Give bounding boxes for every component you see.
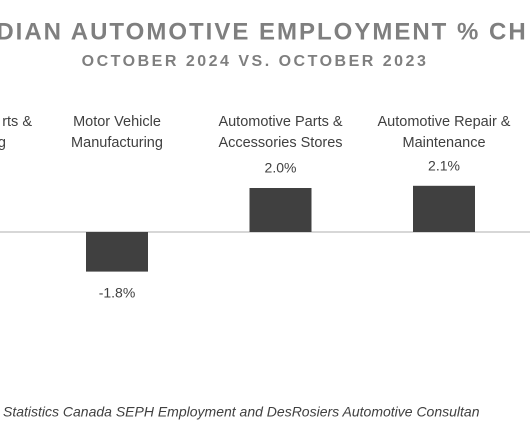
value-label: -1.8% [99, 284, 136, 300]
label-line: Automotive Repair & [378, 114, 511, 130]
chart-subtitle: OCTOBER 2024 VS. OCTOBER 2023 [82, 53, 429, 70]
bar [249, 188, 312, 232]
label-line: Accessories Stores [218, 135, 342, 151]
label-line: Motor Vehicle [73, 114, 161, 130]
label-line: Automotive Parts & [218, 114, 342, 130]
bar [86, 232, 148, 272]
x-tick-label: Automotive Repair & Maintenance [378, 114, 511, 151]
x-tick-label: rts & g [0, 114, 32, 151]
label-line: g [0, 135, 6, 151]
bar [413, 185, 475, 232]
label-line: Manufacturing [71, 135, 163, 151]
value-label: 2.1% [428, 158, 460, 174]
source-note: Statistics Canada SEPH Employment and De… [3, 404, 480, 420]
x-tick-label: Motor Vehicle Manufacturing [71, 114, 163, 151]
label-line: rts & [2, 114, 32, 130]
value-label: 2.0% [265, 160, 297, 176]
x-tick-label: Automotive Parts & Accessories Stores [218, 114, 342, 151]
chart-title: DIAN AUTOMOTIVE EMPLOYMENT % CH [0, 18, 528, 45]
label-line: Maintenance [402, 135, 485, 151]
